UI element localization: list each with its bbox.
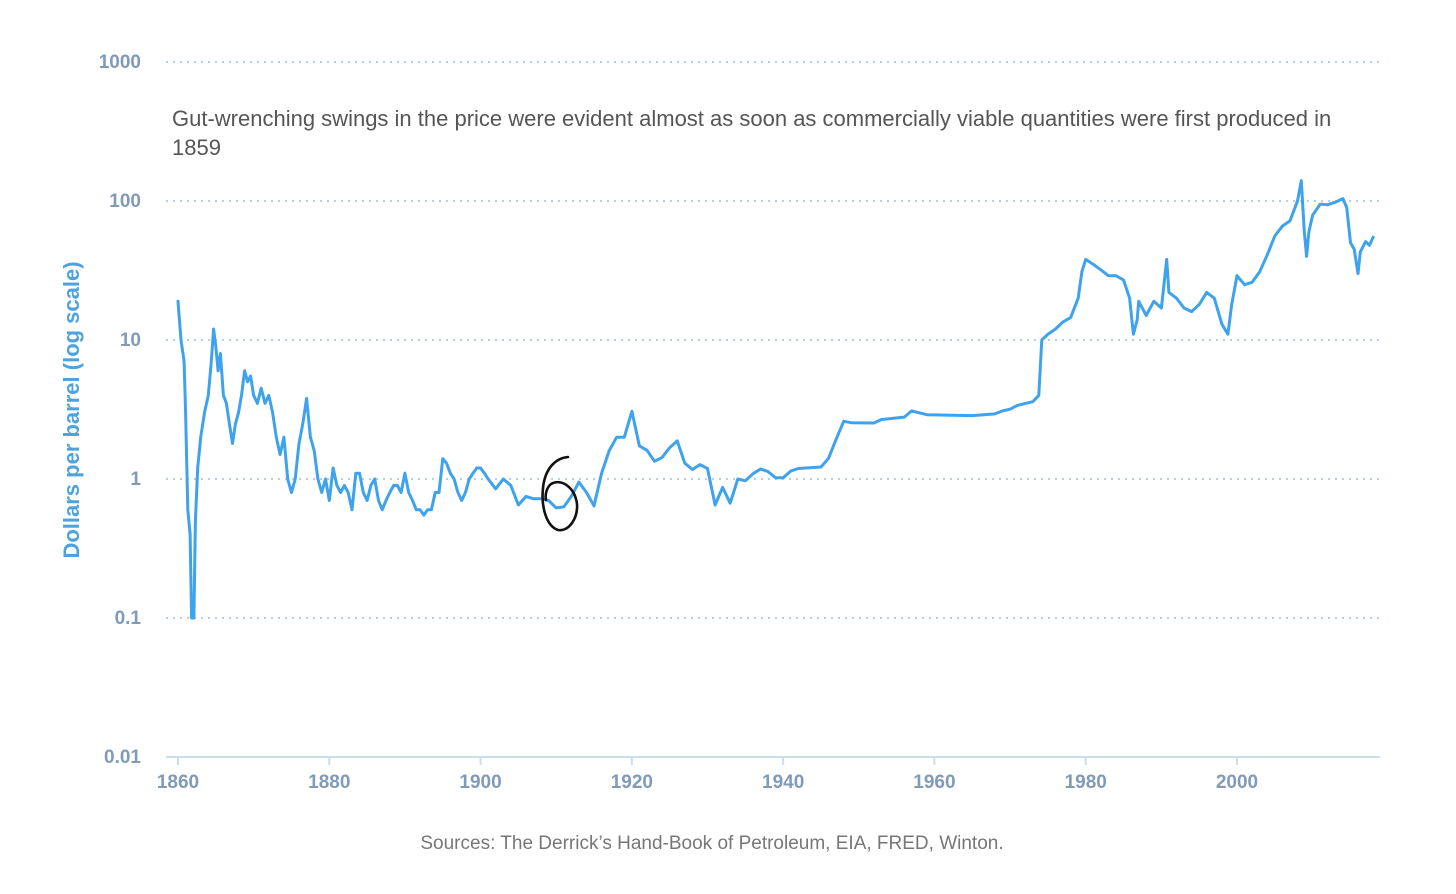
x-tick-label: 1920	[611, 772, 653, 793]
y-axis-ticks: 1000 100 10 1 0.1 0.01	[99, 52, 142, 768]
chart-annotation: Gut-wrenching swings in the price were e…	[172, 106, 1332, 160]
x-tick-label: 1860	[157, 772, 199, 793]
sources-caption: Sources: The Derrick’s Hand-Book of Petr…	[420, 833, 1004, 854]
y-tick-label: 1000	[99, 52, 141, 73]
x-tick-label: 1900	[459, 772, 501, 793]
x-axis-ticks: 1860 1880 1900 1920 1940 1960 1980 2000	[157, 757, 1258, 793]
y-axis-label: Dollars per barrel (log scale)	[59, 261, 84, 558]
y-tick-label: 10	[120, 330, 141, 351]
x-tick-label: 2000	[1216, 772, 1258, 793]
handwritten-six-mark	[541, 455, 579, 532]
y-tick-label: 0.01	[104, 747, 141, 768]
y-tick-label: 1	[130, 469, 141, 490]
y-tick-label: 100	[109, 191, 141, 212]
x-tick-label: 1880	[308, 772, 350, 793]
x-tick-label: 1980	[1065, 772, 1107, 793]
y-tick-label: 0.1	[115, 608, 142, 629]
series-line	[176, 179, 1375, 620]
x-tick-label: 1960	[913, 772, 955, 793]
x-tick-label: 1940	[762, 772, 804, 793]
